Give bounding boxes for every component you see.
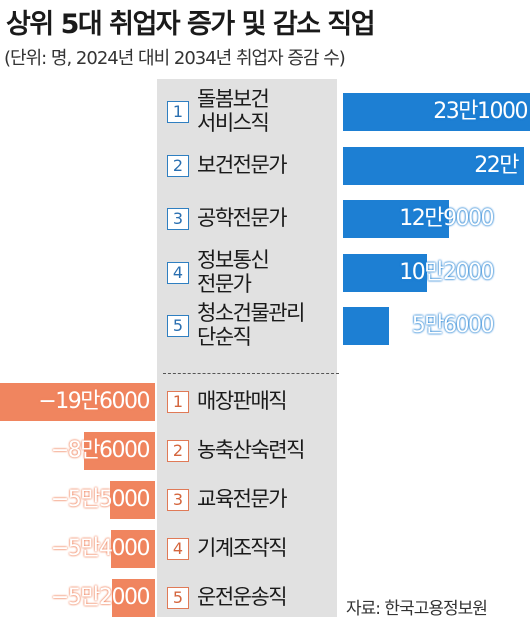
increase-value-2: 22만 bbox=[474, 152, 519, 178]
decrease-label-5: 운전운송직 bbox=[197, 585, 288, 609]
increase-bar-4 bbox=[343, 253, 427, 292]
increase-label-3: 공학전문가 bbox=[197, 206, 288, 230]
decrease-rank-5: 5 bbox=[167, 587, 189, 609]
chart-subtitle: (단위: 명, 2024년 대비 2034년 취업자 증감 수) bbox=[4, 48, 346, 69]
decrease-rank-1: 1 bbox=[167, 391, 189, 413]
increase-label-4: 전문가 bbox=[197, 271, 252, 296]
increase-value-5: 5만6000 bbox=[411, 313, 495, 338]
decrease-bar-2 bbox=[84, 432, 155, 470]
increase-bar-3 bbox=[343, 200, 450, 238]
increase-label-4: 정보통신 bbox=[197, 247, 270, 272]
increase-bar-1 bbox=[343, 93, 530, 131]
decrease-value-5: −5만2000 bbox=[50, 585, 151, 610]
decrease-label-2: 농축산숙련직 bbox=[197, 438, 305, 462]
increase-label-5: 청소건물관리 bbox=[197, 301, 305, 325]
increase-value-1: 23만1000 bbox=[433, 99, 528, 124]
source-note: 자료: 한국고용정보원 bbox=[346, 599, 488, 619]
increase-rank-1: 1 bbox=[167, 101, 189, 123]
increase-label-1: 서비스직 bbox=[197, 111, 270, 135]
section-divider bbox=[163, 373, 339, 374]
decrease-value-3: −5만5000 bbox=[50, 487, 151, 512]
increase-rank-3: 3 bbox=[167, 208, 189, 230]
increase-bar-5 bbox=[343, 307, 390, 345]
increase-value-3: 12만9000 bbox=[399, 206, 494, 231]
decrease-value-1: −19만6000 bbox=[38, 389, 150, 414]
decrease-bar-1 bbox=[0, 383, 155, 421]
decrease-label-1: 매장판매직 bbox=[197, 389, 288, 413]
decrease-bar-3 bbox=[109, 481, 155, 519]
increase-rank-4: 4 bbox=[167, 261, 189, 284]
decrease-label-4: 기계조작직 bbox=[197, 536, 288, 560]
increase-label-1: 돌봄보건 bbox=[197, 87, 270, 111]
decrease-label-3: 교육전문가 bbox=[197, 487, 288, 511]
decrease-rank-2: 2 bbox=[167, 440, 189, 462]
increase-value-4: 10만2000 bbox=[399, 259, 494, 285]
decrease-value-2: −8만6000 bbox=[50, 438, 151, 463]
increase-bar-2 bbox=[343, 146, 524, 185]
increase-label-5: 단순직 bbox=[197, 325, 252, 349]
increase-rank-5: 5 bbox=[167, 315, 189, 337]
chart-title: 상위 5대 취업자 증가 및 감소 직업 bbox=[6, 9, 376, 40]
decrease-value-4: −5만4000 bbox=[50, 536, 151, 561]
decrease-bar-5 bbox=[112, 579, 155, 617]
decrease-bar-4 bbox=[110, 530, 155, 568]
increase-rank-2: 2 bbox=[167, 154, 189, 177]
decrease-rank-4: 4 bbox=[167, 538, 189, 560]
increase-label-2: 보건전문가 bbox=[197, 152, 288, 177]
decrease-rank-3: 3 bbox=[167, 489, 189, 511]
